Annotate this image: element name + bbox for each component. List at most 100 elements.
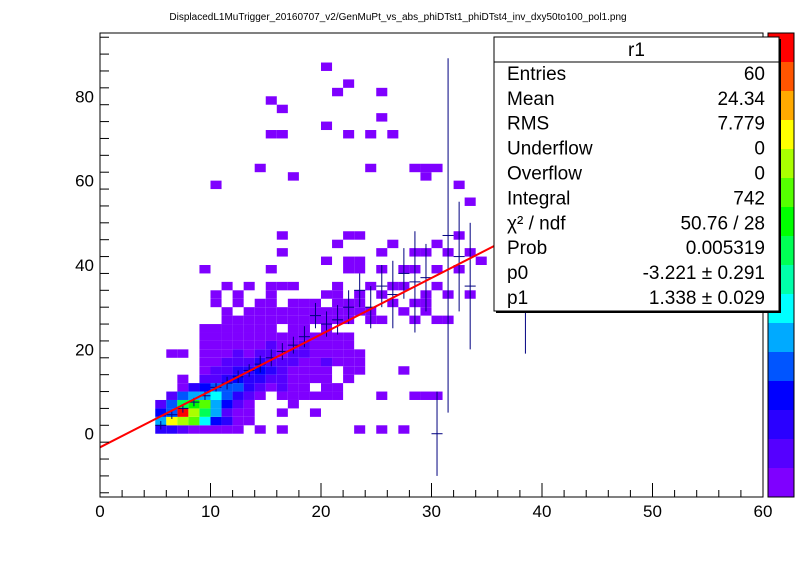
heatmap-cell xyxy=(243,281,255,291)
heatmap-cell xyxy=(354,265,366,274)
heatmap-cell xyxy=(343,265,355,274)
heatmap-cell xyxy=(376,113,388,122)
heatmap-cell xyxy=(376,425,388,434)
heatmap-cell xyxy=(409,163,421,173)
heatmap-cell xyxy=(298,374,310,384)
heatmap-cell xyxy=(210,391,222,400)
heatmap-cell xyxy=(221,281,233,291)
stats-row-value: 24.34 xyxy=(717,89,765,110)
heatmap-cell xyxy=(321,340,333,350)
heatmap-cell xyxy=(232,383,244,392)
stats-row-label: Mean xyxy=(507,89,555,110)
heatmap-cell xyxy=(365,130,377,139)
heatmap-cell xyxy=(398,307,410,316)
heatmap-cell xyxy=(309,374,321,384)
heatmap-cell xyxy=(321,349,333,358)
heatmap-cell xyxy=(188,425,200,434)
heatmap-cell xyxy=(188,416,200,426)
heatmap-cell xyxy=(177,374,189,384)
y-tick-label: 40 xyxy=(75,256,94,275)
heatmap-cell xyxy=(309,340,321,350)
heatmap-cell xyxy=(232,408,244,417)
heatmap-cell xyxy=(287,324,299,333)
x-tick-label: 40 xyxy=(533,502,552,521)
heatmap-cell xyxy=(254,340,266,350)
heatmap-cell xyxy=(265,298,277,308)
heatmap-cell xyxy=(276,366,288,375)
heatmap-cell xyxy=(188,383,200,392)
heatmap-cell xyxy=(420,163,432,173)
heatmap-cell xyxy=(420,391,432,400)
heatmap-cell xyxy=(321,374,333,384)
heatmap-cell xyxy=(210,340,222,350)
heatmap-cell xyxy=(232,332,244,341)
heatmap-cell xyxy=(321,290,333,299)
heatmap-cell xyxy=(276,374,288,384)
heatmap-cell xyxy=(254,307,266,316)
y-tick-label: 60 xyxy=(75,172,94,191)
heatmap-cell xyxy=(254,298,266,308)
heatmap-cell xyxy=(287,399,299,409)
heatmap-cell xyxy=(354,366,366,375)
heatmap-cell xyxy=(166,416,178,426)
heatmap-cell xyxy=(276,130,288,139)
heatmap-cell xyxy=(309,366,321,375)
heatmap-cell xyxy=(210,408,222,417)
stats-box-name: r1 xyxy=(628,40,645,61)
heatmap-cell xyxy=(254,425,266,434)
heatmap-cell xyxy=(287,366,299,375)
heatmap-cell xyxy=(254,383,266,392)
heatmap-cell xyxy=(210,416,222,426)
heatmap-cell xyxy=(332,281,344,291)
heatmap-cell xyxy=(309,357,321,367)
heatmap-cell xyxy=(309,391,321,400)
heatmap-cell xyxy=(199,340,211,350)
y-tick-label: 20 xyxy=(75,340,94,359)
heatmap-cell xyxy=(321,256,333,265)
heatmap-cell xyxy=(332,340,344,350)
heatmap-cell xyxy=(365,163,377,173)
heatmap-cell xyxy=(265,281,277,291)
heatmap-cell xyxy=(265,324,277,333)
heatmap-cell xyxy=(354,349,366,358)
heatmap-cell xyxy=(343,332,355,341)
heatmap-cell xyxy=(298,383,310,392)
heatmap-cell xyxy=(321,121,333,131)
heatmap-cell xyxy=(298,357,310,367)
heatmap-cell xyxy=(221,366,233,375)
heatmap-cell xyxy=(354,425,366,434)
heatmap-cell xyxy=(276,391,288,400)
stats-row-value: 742 xyxy=(733,188,765,209)
palette-segment xyxy=(768,468,794,497)
heatmap-cell xyxy=(343,340,355,350)
heatmap-cell xyxy=(210,399,222,409)
heatmap-cell xyxy=(332,349,344,358)
stats-row-value: 0.005319 xyxy=(686,238,765,259)
heatmap-cell xyxy=(398,366,410,375)
heatmap-cell xyxy=(210,180,222,190)
x-tick-label: 50 xyxy=(643,502,662,521)
heatmap-cell xyxy=(199,357,211,367)
heatmap-cell xyxy=(265,290,277,299)
stats-row-label: RMS xyxy=(507,114,549,135)
heatmap-cell xyxy=(287,383,299,392)
heatmap-cell xyxy=(287,349,299,358)
heatmap-cell xyxy=(254,324,266,333)
heatmap-cell xyxy=(221,324,233,333)
heatmap-cell xyxy=(354,231,366,240)
heatmap-cell xyxy=(199,408,211,417)
heatmap-cell xyxy=(343,374,355,384)
heatmap-cell xyxy=(221,315,233,325)
heatmap-cell xyxy=(287,357,299,367)
heatmap-cell xyxy=(243,374,255,384)
stats-box: r1 Entries 60 Mean 24.34 RMS 7.779 Underflow 0 Ov… xyxy=(493,36,781,313)
heatmap-cell xyxy=(243,332,255,341)
heatmap-cell xyxy=(309,349,321,358)
heatmap-cell xyxy=(199,374,211,384)
stats-row-label: Overflow xyxy=(507,164,582,185)
heatmap-cells xyxy=(155,62,487,434)
heatmap-cell xyxy=(298,349,310,358)
heatmap-cell xyxy=(210,357,222,367)
heatmap-cell xyxy=(155,399,167,409)
heatmap-cell xyxy=(221,307,233,316)
